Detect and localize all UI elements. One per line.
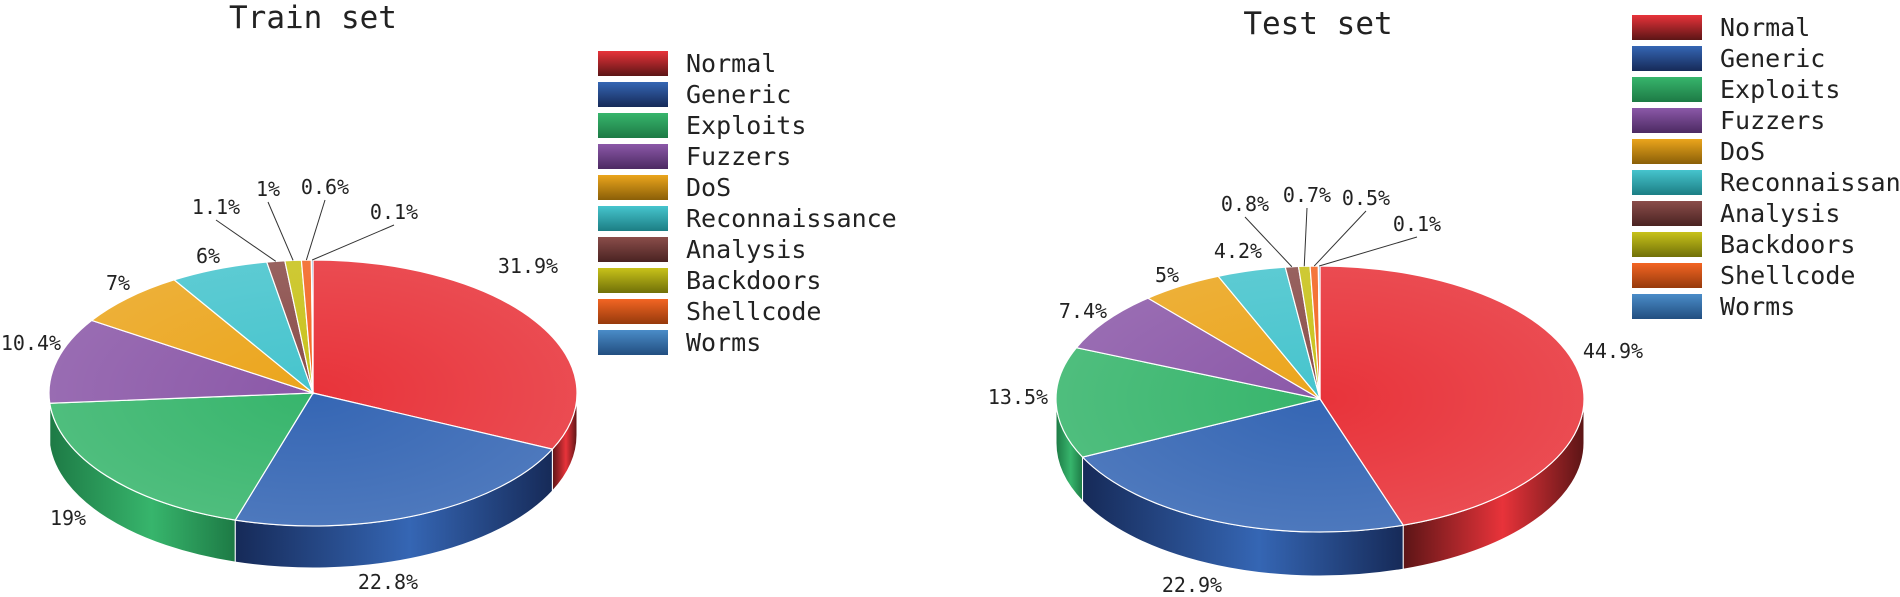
legend-label: Shellcode [1720, 261, 1855, 290]
data-label: 7% [106, 271, 130, 295]
legend-swatch [598, 206, 668, 231]
legend-swatch [598, 51, 668, 76]
legend-swatch [1632, 46, 1702, 71]
data-label: 6% [196, 244, 220, 268]
train-set-legend: NormalGenericExploitsFuzzersDoSReconnais… [598, 49, 897, 357]
leader-line [311, 224, 395, 261]
chart-title: Test set [1243, 6, 1392, 42]
pie-gloss [1056, 266, 1584, 532]
leader-line [267, 201, 294, 261]
legend-label: Reconnaissance [686, 204, 897, 233]
pie-gloss [49, 260, 577, 526]
legend-label: Normal [686, 49, 776, 78]
legend-label: Fuzzers [686, 142, 791, 171]
data-label: 0.1% [1393, 212, 1441, 236]
legend-swatch [598, 175, 668, 200]
leader-line [1303, 207, 1308, 267]
data-label: 13.5% [988, 385, 1048, 409]
legend-label: Exploits [1720, 75, 1840, 104]
legend-swatch [1632, 201, 1702, 226]
legend-label: Reconnaissance [1720, 168, 1900, 197]
legend-label: DoS [686, 173, 731, 202]
data-label: 5% [1155, 263, 1179, 287]
legend-swatch [598, 144, 668, 169]
data-label: 22.8% [358, 570, 418, 594]
data-label: 1.1% [192, 195, 240, 219]
data-label: 1% [256, 177, 280, 201]
legend-label: Normal [1720, 13, 1810, 42]
data-label: 22.9% [1162, 573, 1222, 597]
data-label: 0.8% [1221, 192, 1269, 216]
legend-label: Worms [686, 328, 761, 357]
data-label: 44.9% [1583, 339, 1643, 363]
legend-swatch [598, 268, 668, 293]
legend-swatch [1632, 108, 1702, 133]
legend-label: Backdoors [686, 266, 821, 295]
test-set-pie: Test set 44.9% 22.9% 13.5% 7.4% 5% 4.2% 0.8% 0.… [988, 6, 1643, 597]
legend-swatch [1632, 263, 1702, 288]
leader-line [1244, 216, 1293, 268]
legend-label: Generic [686, 80, 791, 109]
legend-label: Worms [1720, 292, 1795, 321]
data-label: 0.6% [301, 175, 349, 199]
data-label: 0.7% [1283, 183, 1331, 207]
legend-swatch [1632, 139, 1702, 164]
data-label: 10.4% [1, 331, 61, 355]
legend-label: Analysis [1720, 199, 1840, 228]
legend-label: Shellcode [686, 297, 821, 326]
legend-swatch [598, 299, 668, 324]
legend-label: Analysis [686, 235, 806, 264]
train-set-pie: Train set 31.9% 22.8% 19% 10.4% 7% 6% 1.1% 1% 0.… [1, 0, 578, 594]
leader-line [1313, 210, 1367, 267]
legend-swatch [598, 82, 668, 107]
data-label: 19% [50, 506, 86, 530]
legend-swatch [1632, 170, 1702, 195]
legend-swatch [1632, 77, 1702, 102]
data-label: 4.2% [1214, 239, 1262, 263]
leader-line [1319, 236, 1418, 267]
legend-label: Generic [1720, 44, 1825, 73]
test-set-legend: NormalGenericExploitsFuzzersDoSReconnais… [1632, 13, 1900, 321]
data-label: 31.9% [498, 254, 558, 278]
legend-swatch [598, 113, 668, 138]
legend-swatch [598, 330, 668, 355]
data-label: 7.4% [1059, 299, 1107, 323]
chart-title: Train set [229, 0, 397, 36]
legend-label: Exploits [686, 111, 806, 140]
legend-swatch [1632, 232, 1702, 257]
leader-line [305, 199, 326, 261]
legend-label: Backdoors [1720, 230, 1855, 259]
legend-label: Fuzzers [1720, 106, 1825, 135]
leader-line [215, 219, 277, 262]
legend-swatch [1632, 15, 1702, 40]
legend-swatch [1632, 294, 1702, 319]
data-label: 0.5% [1342, 186, 1390, 210]
legend-swatch [598, 237, 668, 262]
data-label: 0.1% [370, 200, 418, 224]
legend-label: DoS [1720, 137, 1765, 166]
